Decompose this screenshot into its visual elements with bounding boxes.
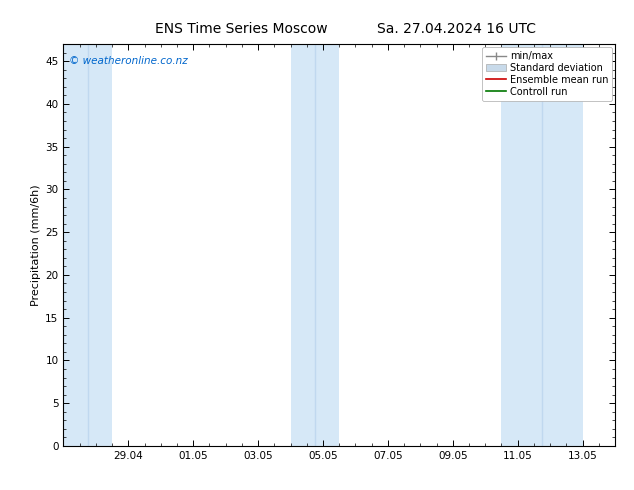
Text: ENS Time Series Moscow: ENS Time Series Moscow: [155, 22, 327, 36]
Bar: [501, 44, 583, 446]
Text: © weatheronline.co.nz: © weatheronline.co.nz: [69, 56, 188, 66]
Y-axis label: Precipitation (mm/6h): Precipitation (mm/6h): [31, 184, 41, 306]
Text: Sa. 27.04.2024 16 UTC: Sa. 27.04.2024 16 UTC: [377, 22, 536, 36]
Bar: [290, 44, 339, 446]
Legend: min/max, Standard deviation, Ensemble mean run, Controll run: min/max, Standard deviation, Ensemble me…: [482, 47, 612, 100]
Bar: [63, 44, 112, 446]
